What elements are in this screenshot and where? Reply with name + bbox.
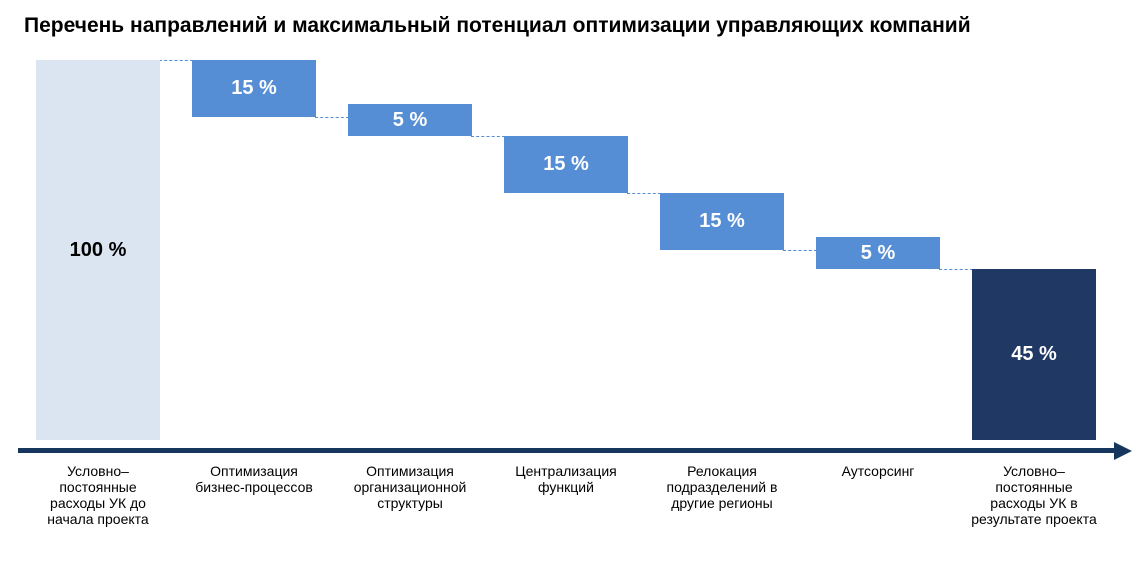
waterfall-connector — [315, 117, 349, 118]
waterfall-bar: 15 % — [504, 136, 628, 193]
category-label: Релокация подразделений в другие регионы — [654, 463, 790, 511]
category-label: Централизация функций — [498, 463, 634, 495]
category-label: Оптимизация организационной структуры — [342, 463, 478, 511]
waterfall-bar: 45 % — [972, 269, 1096, 440]
waterfall-bar: 15 % — [660, 193, 784, 250]
bar-value-label: 5 % — [861, 242, 895, 265]
waterfall-connector — [627, 193, 661, 194]
category-label: Оптимизация бизнес-процессов — [186, 463, 322, 495]
waterfall-connector — [783, 250, 817, 251]
chart-title: Перечень направлений и максимальный поте… — [24, 14, 971, 38]
bar-value-label: 15 % — [231, 77, 277, 100]
waterfall-connector — [159, 60, 193, 61]
bar-value-label: 15 % — [543, 153, 589, 176]
bar-value-label: 100 % — [70, 239, 127, 262]
waterfall-bar: 5 % — [816, 237, 940, 269]
x-axis — [18, 448, 1118, 453]
waterfall-bar: 100 % — [36, 60, 160, 440]
bar-value-label: 5 % — [393, 109, 427, 132]
waterfall-chart: 100 % 15 % 5 % 15 % 15 % 5 % 45 % — [36, 60, 1096, 440]
bar-value-label: 15 % — [699, 210, 745, 233]
waterfall-bar: 5 % — [348, 104, 472, 136]
waterfall-connector — [939, 269, 973, 270]
category-label: Условно–постоянные расходы УК до начала … — [30, 463, 166, 527]
bar-value-label: 45 % — [1011, 343, 1057, 366]
waterfall-connector — [471, 136, 505, 137]
x-axis-arrowhead — [1114, 440, 1134, 462]
category-label: Условно–постоянные расходы УК в результа… — [966, 463, 1102, 527]
category-label: Аутсорсинг — [810, 463, 946, 479]
waterfall-bar: 15 % — [192, 60, 316, 117]
